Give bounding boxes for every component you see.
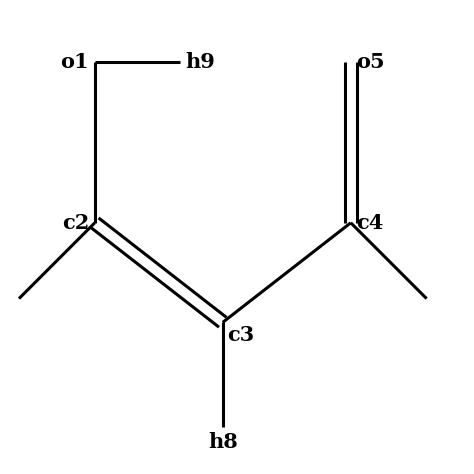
Text: h8: h8 xyxy=(208,432,237,452)
Text: c3: c3 xyxy=(228,325,255,345)
Text: o5: o5 xyxy=(356,52,385,72)
Text: c2: c2 xyxy=(62,213,89,233)
Text: h9: h9 xyxy=(186,52,216,72)
Text: c4: c4 xyxy=(356,213,384,233)
Text: o1: o1 xyxy=(61,52,89,72)
